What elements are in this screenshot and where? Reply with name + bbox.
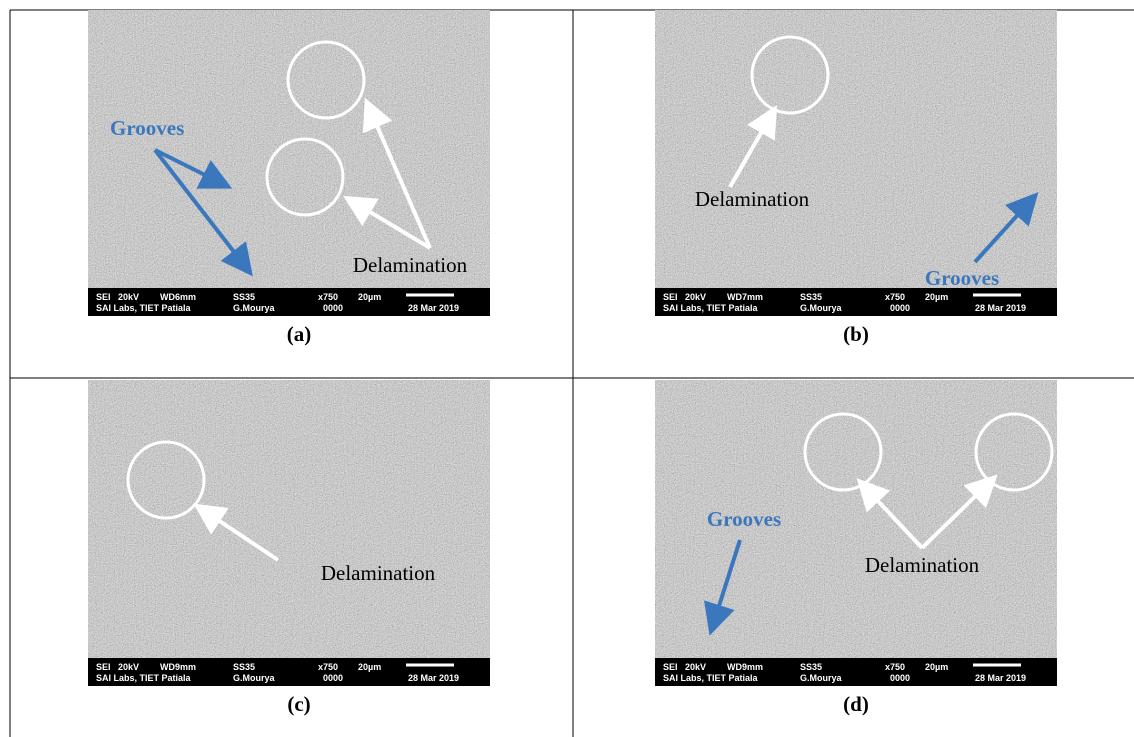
annotation-label: Grooves (707, 507, 781, 531)
panel-caption: (c) (287, 692, 310, 716)
info-text: G.Mourya (233, 673, 276, 683)
sem-panel: SEI 20kV WD9mm SS35 x750 20µm SAI Labs, TIET P… (655, 380, 1057, 716)
info-text: SEI (663, 292, 678, 302)
info-text: SS35 (233, 662, 255, 672)
figure: SEI 20kV WD6mm SS35 x750 20µm SAI Labs, TIET P… (0, 0, 1134, 737)
info-text: 0000 (890, 673, 910, 683)
info-text: 28 Mar 2019 (975, 303, 1026, 313)
sem-image (655, 380, 1057, 686)
annotation-label: Grooves (925, 266, 999, 290)
info-text: x750 (885, 292, 905, 302)
info-text: x750 (318, 292, 338, 302)
info-text: SS35 (800, 292, 822, 302)
info-text: SAI Labs, TIET Patiala (663, 673, 759, 683)
info-text: 0000 (323, 303, 343, 313)
info-text: SEI (96, 292, 111, 302)
sem-image (88, 380, 490, 686)
info-text: 20µm (925, 292, 948, 302)
sem-panel: SEI 20kV WD6mm SS35 x750 20µm SAI Labs, TIET P… (88, 10, 490, 346)
info-text: 0000 (890, 303, 910, 313)
info-text: 28 Mar 2019 (975, 673, 1026, 683)
info-text: WD9mm (727, 662, 763, 672)
info-text: G.Mourya (800, 673, 843, 683)
annotation-label: Delamination (353, 253, 468, 277)
info-text: 28 Mar 2019 (408, 673, 459, 683)
panel-caption: (b) (843, 322, 869, 346)
info-text: WD6mm (160, 292, 196, 302)
annotation-label: Grooves (110, 116, 184, 140)
info-text: SS35 (800, 662, 822, 672)
info-text: SS35 (233, 292, 255, 302)
info-text: WD9mm (160, 662, 196, 672)
info-text: G.Mourya (233, 303, 276, 313)
sem-panel: SEI 20kV WD9mm SS35 x750 20µm SAI Labs, TIET P… (88, 380, 490, 716)
panel-caption: (a) (287, 322, 312, 346)
info-text: 20kV (685, 292, 706, 302)
sem-panel: SEI 20kV WD7mm SS35 x750 20µm SAI Labs, TIET P… (655, 10, 1057, 346)
info-text: G.Mourya (800, 303, 843, 313)
info-text: SEI (663, 662, 678, 672)
info-text: x750 (885, 662, 905, 672)
info-text: 20µm (358, 662, 381, 672)
info-text: WD7mm (727, 292, 763, 302)
info-text: 20kV (118, 662, 139, 672)
annotation-label: Delamination (695, 187, 810, 211)
info-text: 20kV (118, 292, 139, 302)
info-text: 20kV (685, 662, 706, 672)
info-text: x750 (318, 662, 338, 672)
panel-caption: (d) (843, 692, 869, 716)
info-text: SAI Labs, TIET Patiala (663, 303, 759, 313)
info-text: 0000 (323, 673, 343, 683)
info-text: SAI Labs, TIET Patiala (96, 673, 192, 683)
info-text: SAI Labs, TIET Patiala (96, 303, 192, 313)
info-text: 20µm (358, 292, 381, 302)
info-text: 28 Mar 2019 (408, 303, 459, 313)
info-text: 20µm (925, 662, 948, 672)
annotation-label: Delamination (321, 561, 436, 585)
info-text: SEI (96, 662, 111, 672)
annotation-label: Delamination (865, 553, 980, 577)
